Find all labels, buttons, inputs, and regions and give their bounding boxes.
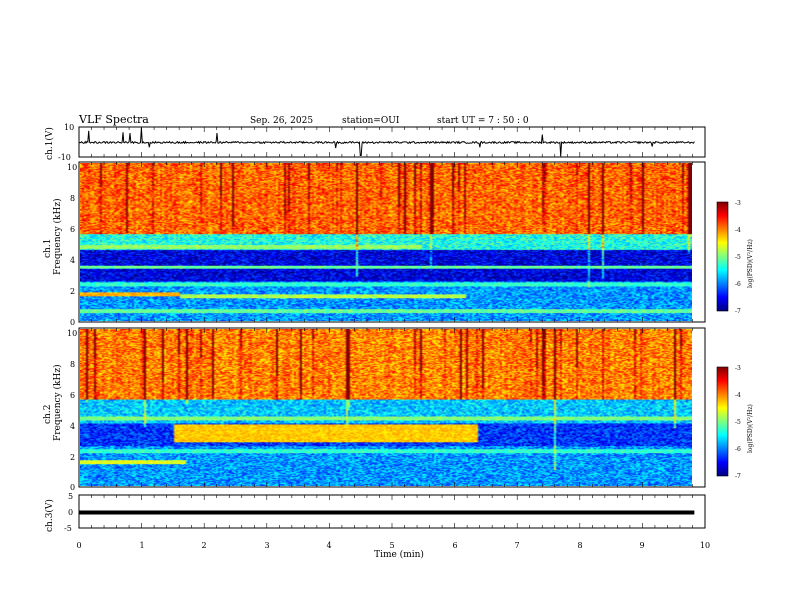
- xtick-label-9: 9: [639, 541, 644, 550]
- ch2-colorbar-tick--6: -6: [735, 446, 741, 453]
- ch1-colorbar-label: log(PSD)(V²/Hz): [747, 239, 754, 288]
- xtick-label-10: 10: [700, 541, 710, 550]
- xtick-label-3: 3: [264, 541, 269, 550]
- ch1-waveform-trace: [78, 127, 695, 157]
- ch1-ytick-8: 8: [70, 194, 75, 203]
- ch2-colorbar-label: log(PSD)(V²/Hz): [747, 404, 754, 453]
- ch2-spectrogram-channel-label: ch.2: [43, 405, 53, 424]
- ch1-spectrogram-panel: 10 8 6 4 2 0 ch.1 Frequency (kHz) -3 -4 …: [43, 161, 754, 327]
- ch3-waveform-panel: 5 0 -5 ch.3(V): [44, 492, 706, 533]
- ch3-ytick-5: 5: [68, 492, 73, 501]
- date-label: Sep. 26, 2025: [250, 116, 313, 126]
- ch2-spectrogram-panel: 10 8 6 4 2 0 ch.2 Frequency (kHz) -3 -4 …: [43, 327, 754, 492]
- ch2-spectrogram-image: [80, 329, 692, 486]
- xtick-label-1: 1: [139, 541, 144, 550]
- ch2-ytick-8: 8: [70, 360, 75, 369]
- ch1-colorbar: [716, 201, 729, 312]
- ch1-waveform-panel: 10 -10 ch.1(V): [44, 123, 706, 162]
- ch1-colorbar-tick--3: -3: [735, 200, 741, 207]
- ch1-ytick-bottom: -10: [58, 153, 71, 162]
- xtick-label-4: 4: [326, 541, 331, 550]
- ch1-ytick-6: 6: [70, 225, 75, 234]
- xtick-label-0: 0: [76, 541, 81, 550]
- figure-title: VLF Spectra: [78, 113, 149, 126]
- x-axis-tick-labels: 0 1 2 3 4 5 6 7 8 9 10: [76, 541, 710, 550]
- x-axis-ticks: [78, 127, 706, 528]
- ch1-ytick-0: 0: [70, 318, 75, 327]
- ch2-colorbar: [716, 366, 729, 477]
- xtick-label-8: 8: [577, 541, 582, 550]
- ch1-colorbar-tick--7: -7: [735, 308, 741, 315]
- ch1-ytick-2: 2: [70, 287, 75, 296]
- ch2-spectrogram-ylabel: Frequency (kHz): [52, 364, 63, 441]
- ch1-ytick-10: 10: [67, 163, 77, 172]
- ch1-spectrogram-yticks: 10 8 6 4 2 0: [67, 163, 77, 327]
- ch1-colorbar-tick--4: -4: [735, 227, 741, 234]
- ch3-ytick-0: 0: [68, 508, 73, 517]
- ch2-colorbar-tick--4: -4: [735, 392, 741, 399]
- station-label: station=OUI: [342, 116, 400, 126]
- ch2-ytick-0: 0: [70, 483, 75, 492]
- ch1-ytick-4: 4: [70, 256, 75, 265]
- xtick-label-6: 6: [452, 541, 457, 550]
- ch2-ytick-2: 2: [70, 453, 75, 462]
- ch1-colorbar-tick--6: -6: [735, 281, 741, 288]
- ch1-ytick-top: 10: [64, 123, 74, 132]
- ch2-ytick-4: 4: [70, 422, 75, 431]
- ch2-spectrogram-yticks: 10 8 6 4 2 0: [67, 329, 77, 492]
- xtick-label-2: 2: [201, 541, 206, 550]
- ch1-spectrogram-ylabel: Frequency (kHz): [52, 198, 63, 275]
- ch3-waveform-ylabel: ch.3(V): [44, 499, 55, 532]
- ch3-ytick--5: -5: [64, 524, 72, 533]
- ch1-spectrogram-channel-label: ch.1: [43, 239, 53, 258]
- x-axis-label: Time (min): [374, 549, 424, 560]
- ch1-spectrogram-image: [80, 163, 692, 321]
- ch2-colorbar-tick--3: -3: [735, 365, 741, 372]
- ch2-ytick-10: 10: [67, 329, 77, 338]
- ch2-colorbar-tick--5: -5: [735, 419, 741, 426]
- ch1-waveform-ylabel: ch.1(V): [44, 127, 55, 160]
- ch2-ytick-6: 6: [70, 391, 75, 400]
- start-time-label: start UT = 7 : 50 : 0: [437, 116, 529, 126]
- xtick-label-5: 5: [389, 541, 394, 550]
- ch1-colorbar-tick--5: -5: [735, 254, 741, 261]
- ch2-colorbar-tick--7: -7: [735, 473, 741, 480]
- xtick-label-7: 7: [514, 541, 519, 550]
